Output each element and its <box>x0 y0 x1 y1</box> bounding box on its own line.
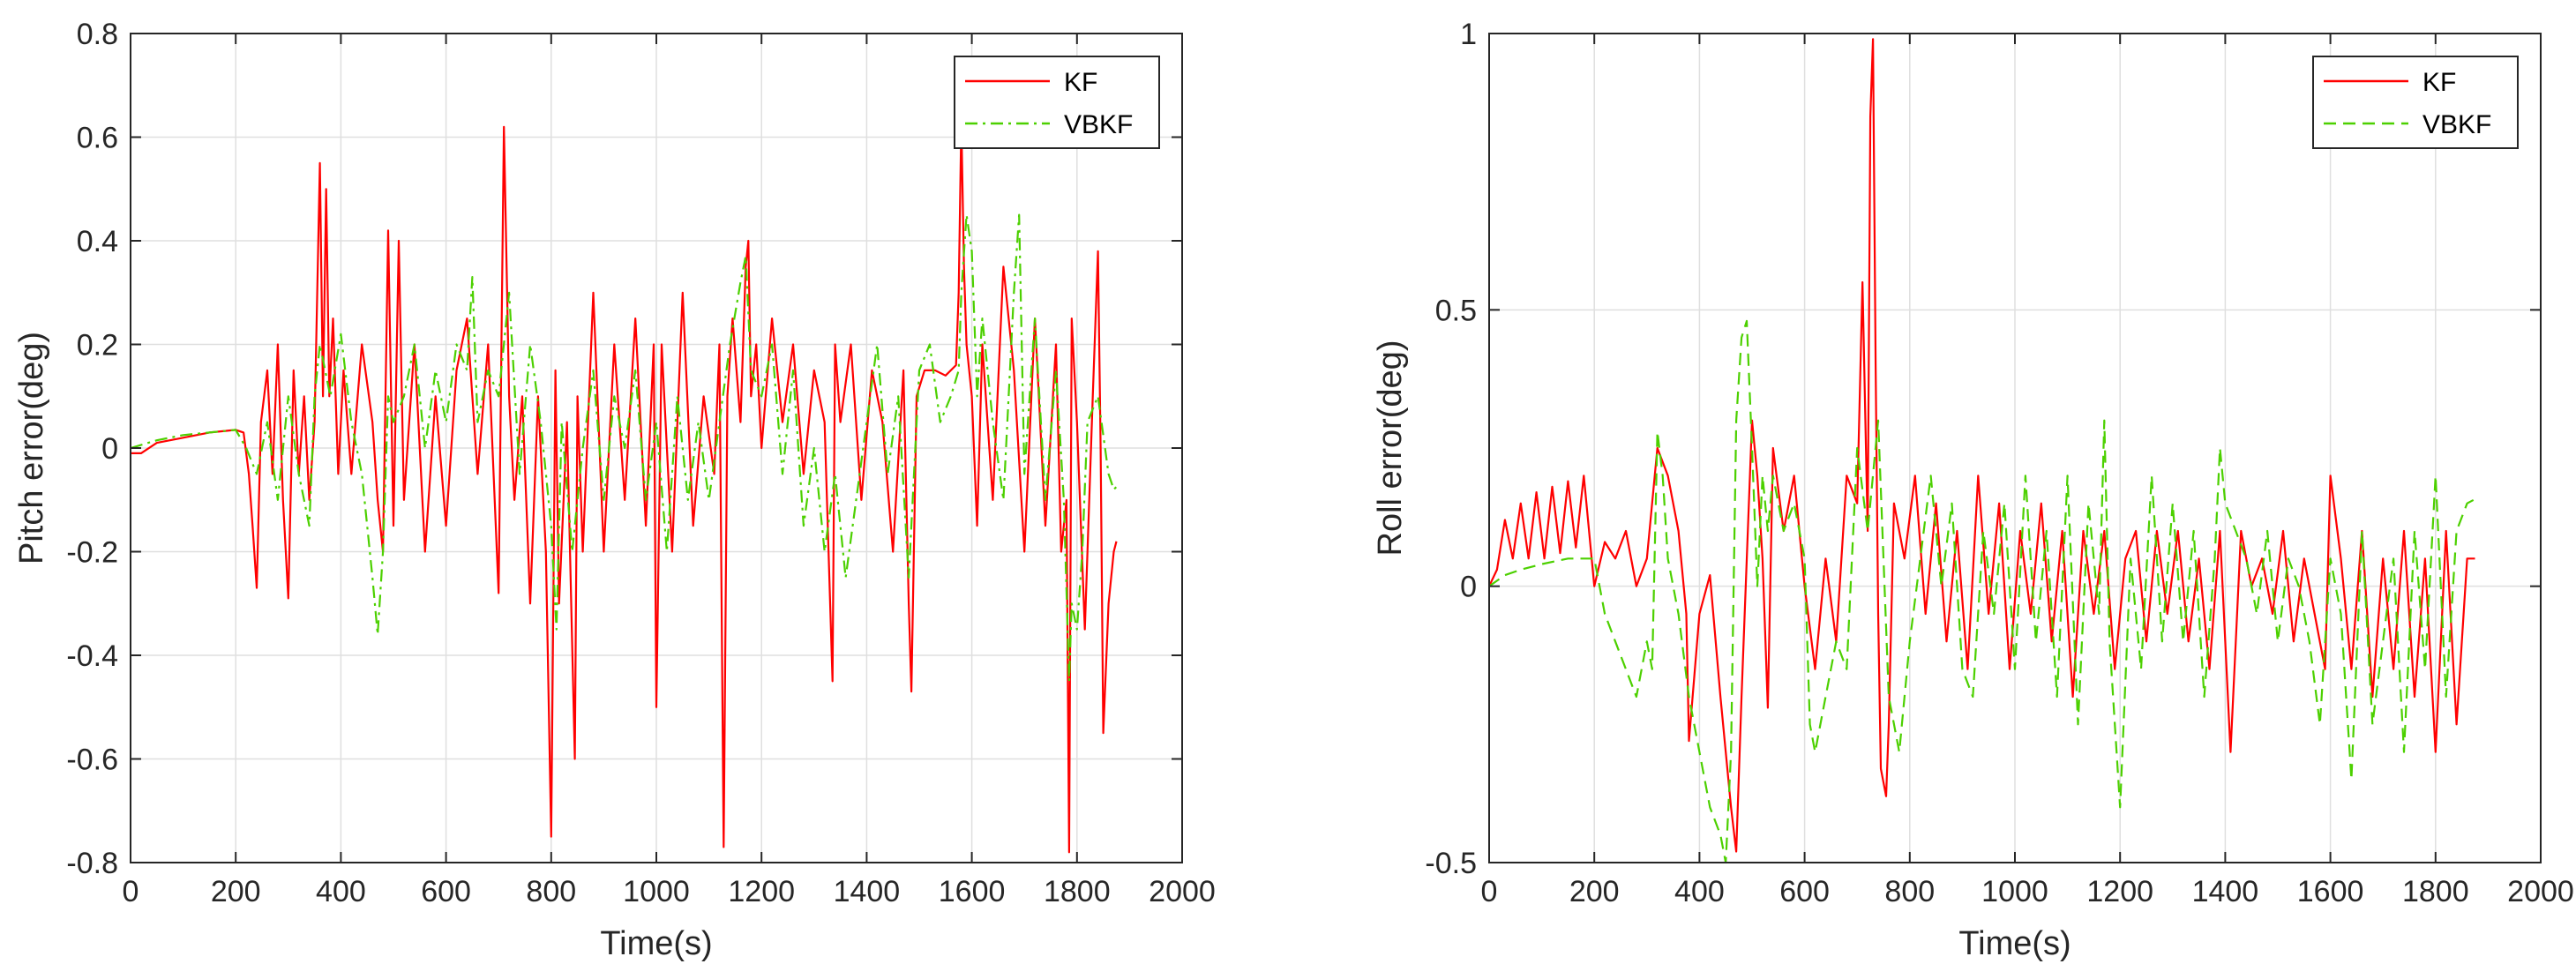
roll-x-tick-label: 1800 <box>2402 875 2469 908</box>
pitch-series <box>130 120 1120 854</box>
roll-x-tick-label: 1600 <box>2297 875 2364 908</box>
roll-legend-kf-label: KF <box>2422 68 2456 97</box>
pitch-y-axis-label: Pitch error(deg) <box>13 332 50 564</box>
pitch-y-tick-label: 0.8 <box>77 18 118 51</box>
pitch-x-tick-label: 1400 <box>834 875 901 908</box>
pitch-ticks: 0 200 400 600 800 1000 1200 1400 1600 1800 2000 -0.… <box>66 18 1215 908</box>
roll-ticks: 0 200 400 600 800 1000 1200 1400 1600 1800 2000 -0.… <box>1425 18 2573 908</box>
pitch-y-tick-label: 0.2 <box>77 329 118 362</box>
roll-x-tick-label: 200 <box>1569 875 1620 908</box>
pitch-x-tick-label: 1000 <box>623 875 690 908</box>
pitch-y-tick-label: 0.6 <box>77 122 118 155</box>
pitch-x-tick-label: 0 <box>123 875 139 908</box>
roll-series-kf <box>1488 38 2475 853</box>
pitch-x-tick-label: 600 <box>421 875 471 908</box>
roll-x-axis-label: Time(s) <box>1958 925 2071 962</box>
roll-series-vbkf <box>1488 319 2479 864</box>
pitch-x-tick-label: 200 <box>211 875 261 908</box>
pitch-x-tick-label: 1600 <box>939 875 1006 908</box>
pitch-series-kf <box>131 120 1118 854</box>
pitch-y-tick-label: -0.2 <box>66 536 118 570</box>
roll-series <box>1488 38 2479 864</box>
roll-y-axis-label: Roll error(deg) <box>1372 340 1409 557</box>
pitch-legend: KF VBKF <box>954 56 1160 149</box>
roll-error-chart: 0 200 400 600 800 1000 1200 1400 1600 1800 2000 -0.… <box>1372 18 2574 962</box>
pitch-y-tick-label: -0.4 <box>66 639 118 673</box>
roll-x-tick-label: 1400 <box>2192 875 2259 908</box>
roll-y-tick-label: 0.5 <box>1435 294 1477 327</box>
pitch-y-tick-label: 0 <box>101 432 118 466</box>
pitch-y-tick-label: -0.6 <box>66 744 118 777</box>
roll-legend: KF VBKF <box>2312 56 2519 149</box>
roll-x-tick-label: 2000 <box>2507 875 2574 908</box>
roll-y-tick-label: -0.5 <box>1425 847 1477 880</box>
pitch-y-tick-label: 0.4 <box>77 225 118 258</box>
roll-legend-vbkf-label: VBKF <box>2422 110 2491 139</box>
roll-y-tick-label: 1 <box>1460 18 1477 51</box>
pitch-x-tick-label: 1800 <box>1044 875 1111 908</box>
roll-y-tick-label: 0 <box>1460 571 1477 604</box>
pitch-x-axis-label: Time(s) <box>600 925 712 962</box>
pitch-legend-kf-label: KF <box>1064 68 1097 97</box>
roll-x-tick-label: 800 <box>1884 875 1935 908</box>
roll-x-tick-label: 400 <box>1674 875 1725 908</box>
roll-x-tick-label: 1000 <box>1981 875 2048 908</box>
pitch-y-tick-label: -0.8 <box>66 847 118 880</box>
pitch-x-tick-label: 1200 <box>728 875 795 908</box>
pitch-x-tick-label: 400 <box>316 875 366 908</box>
pitch-legend-vbkf-label: VBKF <box>1064 110 1133 139</box>
roll-legend-box <box>2312 56 2519 149</box>
roll-x-tick-label: 600 <box>1779 875 1830 908</box>
pitch-error-chart: 0 200 400 600 800 1000 1200 1400 1600 1800 2000 -0.… <box>13 18 1216 962</box>
roll-x-tick-label: 1200 <box>2086 875 2153 908</box>
pitch-x-tick-label: 800 <box>526 875 576 908</box>
pitch-legend-box <box>954 56 1160 149</box>
pitch-x-tick-label: 2000 <box>1149 875 1216 908</box>
roll-x-tick-label: 0 <box>1481 875 1498 908</box>
roll-grid <box>1489 34 2541 863</box>
